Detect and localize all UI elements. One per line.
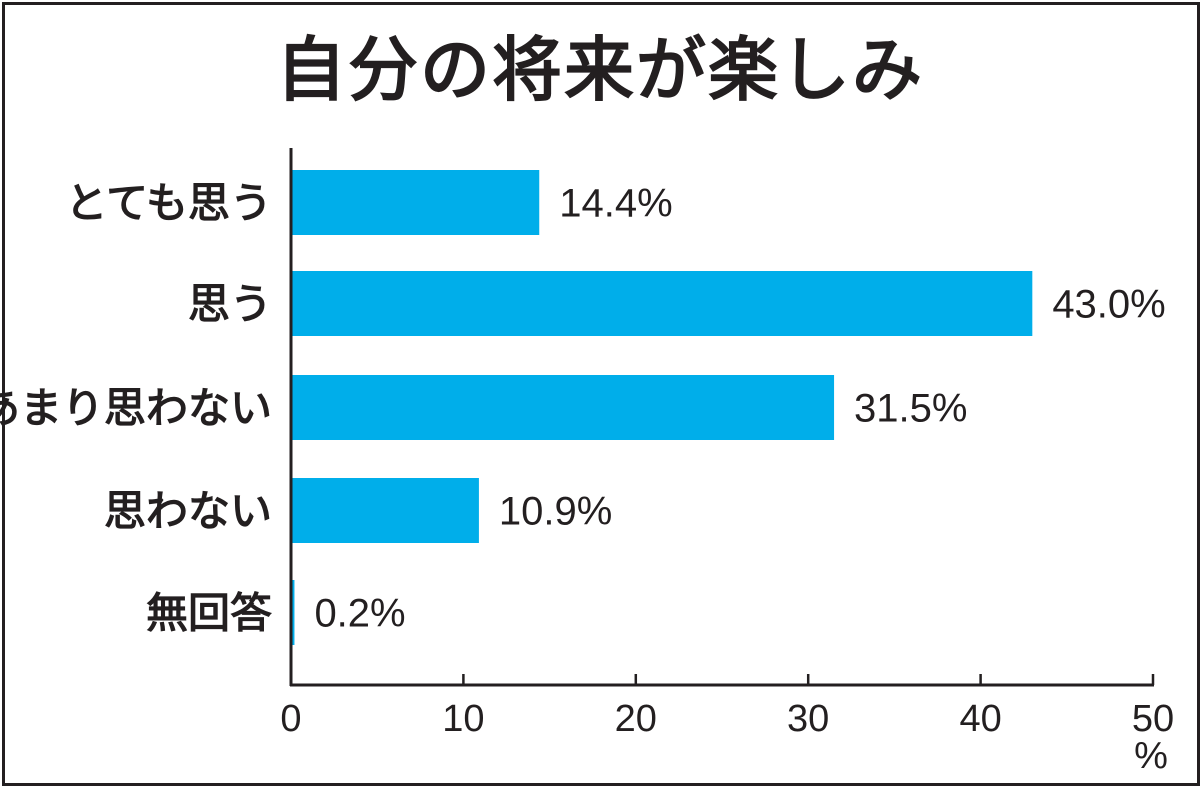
value-label: 14.4% — [559, 182, 672, 226]
bar — [291, 375, 835, 440]
bar — [291, 580, 295, 645]
category-label: 思わない — [104, 487, 272, 536]
x-tick-label: 20 — [615, 698, 657, 740]
chart-title: 自分の将来が楽しみ — [276, 29, 924, 111]
x-tick-label: 0 — [280, 698, 301, 740]
category-label: 無回答 — [146, 589, 273, 638]
x-tick-label: 10 — [442, 698, 484, 740]
x-tick-label: 40 — [959, 698, 1001, 740]
bar — [291, 170, 540, 235]
x-unit-label: % — [1134, 735, 1168, 777]
category-label: あまり思わない — [0, 384, 272, 433]
x-tick-label: 50 — [1132, 698, 1174, 740]
category-label: とても思う — [65, 179, 272, 228]
value-label: 0.2% — [314, 592, 405, 636]
value-label: 43.0% — [1052, 283, 1165, 327]
category-label: 思う — [188, 280, 272, 329]
value-label: 31.5% — [854, 387, 967, 431]
x-tick-label: 30 — [787, 698, 829, 740]
value-label: 10.9% — [499, 490, 612, 534]
bar — [291, 271, 1033, 336]
bar — [291, 478, 479, 543]
